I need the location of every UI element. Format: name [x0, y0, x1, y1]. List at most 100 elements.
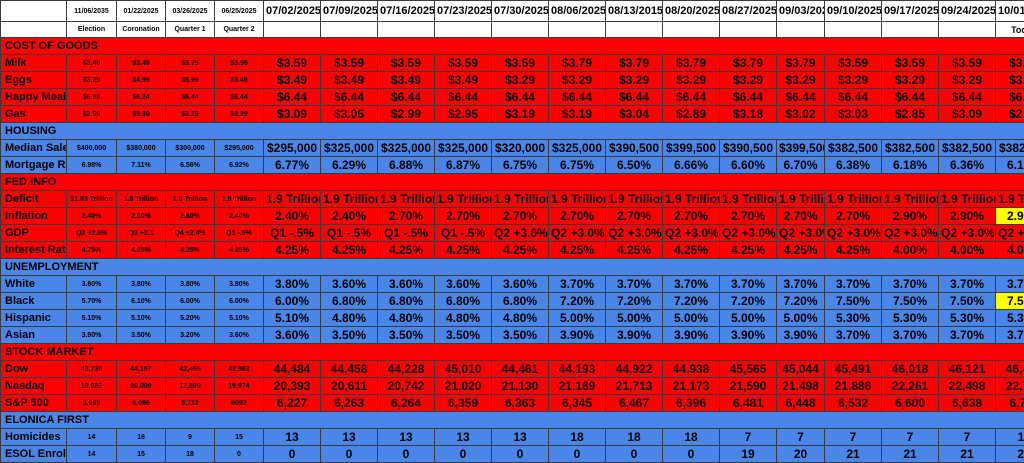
data-cell[interactable]: 4.00% — [996, 242, 1024, 259]
data-cell[interactable]: $3.59 — [264, 55, 321, 72]
data-cell[interactable]: 1.8 Trillion — [117, 191, 166, 208]
data-cell[interactable]: $3.49 — [435, 72, 492, 89]
subheader-cell[interactable] — [777, 22, 825, 38]
data-cell[interactable]: 3.90% — [777, 327, 825, 344]
data-cell[interactable]: 3.20% — [166, 327, 215, 344]
date-header-cell[interactable]: 09/17/2025 — [882, 1, 939, 22]
data-cell[interactable]: $3.59 — [996, 55, 1024, 72]
row-label[interactable]: White — [1, 276, 67, 293]
data-cell[interactable]: $3.02 — [777, 106, 825, 123]
data-cell[interactable]: Q2 +3.0% — [777, 225, 825, 242]
data-cell[interactable]: 2.70% — [663, 208, 720, 225]
data-cell[interactable]: 21 — [825, 446, 882, 463]
subheader-cell[interactable] — [663, 22, 720, 38]
data-cell[interactable]: 6.38% — [825, 157, 882, 174]
data-cell[interactable]: 3.50% — [117, 327, 166, 344]
data-cell[interactable]: 2.90% — [996, 208, 1024, 225]
data-cell[interactable]: 3.70% — [996, 327, 1024, 344]
data-cell[interactable]: 6,086 — [117, 395, 166, 412]
data-cell[interactable]: 5.30% — [882, 310, 939, 327]
data-cell[interactable]: 4.80% — [435, 310, 492, 327]
date-header-cell[interactable]: 10/01/2025 — [996, 1, 1024, 22]
data-cell[interactable]: $6.44 — [378, 89, 435, 106]
data-cell[interactable]: 4.25% — [825, 242, 882, 259]
row-label[interactable]: Median Sale — [1, 140, 67, 157]
data-cell[interactable]: 3.80% — [264, 276, 321, 293]
date-header-cell[interactable]: 09/03/2025 — [777, 1, 825, 22]
data-cell[interactable]: $6.44 — [720, 89, 777, 106]
data-cell[interactable]: 2.70% — [825, 208, 882, 225]
data-cell[interactable]: 2.40% — [321, 208, 378, 225]
date-header-cell[interactable]: 09/24/2025 — [939, 1, 996, 22]
row-label[interactable]: GDP — [1, 225, 67, 242]
data-cell[interactable]: 15 — [117, 446, 166, 463]
data-cell[interactable]: $2.86 — [996, 106, 1024, 123]
data-cell[interactable]: 21,173 — [663, 378, 720, 395]
data-cell[interactable]: Q3 +2.8% — [67, 225, 117, 242]
data-cell[interactable]: 5.20% — [166, 310, 215, 327]
data-cell[interactable]: $325,000 — [549, 140, 606, 157]
row-label[interactable]: Inflation — [1, 208, 67, 225]
data-cell[interactable]: $3.79 — [166, 55, 215, 72]
data-cell[interactable]: 3.90% — [606, 327, 663, 344]
data-cell[interactable]: 21,020 — [435, 378, 492, 395]
data-cell[interactable]: 7.20% — [777, 293, 825, 310]
data-cell[interactable]: Q3 +3.1 — [117, 225, 166, 242]
data-cell[interactable]: $3.29 — [882, 72, 939, 89]
data-cell[interactable]: $2.95 — [435, 106, 492, 123]
data-cell[interactable]: 0 — [549, 446, 606, 463]
data-cell[interactable]: 45,010 — [435, 361, 492, 378]
data-cell[interactable]: 6092 — [215, 395, 264, 412]
data-cell[interactable]: Q2 +3.0% — [549, 225, 606, 242]
data-cell[interactable]: 6,363 — [492, 395, 549, 412]
data-cell[interactable]: 44,458 — [321, 361, 378, 378]
data-cell[interactable]: 1.9 Trillion — [663, 191, 720, 208]
data-cell[interactable]: 4.25% — [606, 242, 663, 259]
data-cell[interactable]: 4.00% — [882, 242, 939, 259]
data-cell[interactable]: 1.9 Trillion — [939, 191, 996, 208]
data-cell[interactable]: 4.25% — [264, 242, 321, 259]
data-cell[interactable]: 2.70% — [492, 208, 549, 225]
data-cell[interactable]: 1.9 Trillion — [777, 191, 825, 208]
data-cell[interactable]: $3.79 — [777, 55, 825, 72]
row-label[interactable]: Eggs — [1, 72, 67, 89]
data-cell[interactable]: 5.10% — [67, 310, 117, 327]
data-cell[interactable]: $2.89 — [663, 106, 720, 123]
row-label[interactable]: Homicides — [1, 429, 67, 446]
data-cell[interactable]: 5.30% — [825, 310, 882, 327]
data-cell[interactable]: 2.40% — [215, 208, 264, 225]
data-cell[interactable]: 6.36% — [939, 157, 996, 174]
data-cell[interactable]: 17,899 — [166, 378, 215, 395]
data-cell[interactable]: 18 — [663, 429, 720, 446]
data-cell[interactable]: $3.29 — [720, 72, 777, 89]
data-cell[interactable]: 5.00% — [606, 310, 663, 327]
data-cell[interactable]: $3.18 — [720, 106, 777, 123]
date-header-cell[interactable]: 08/06/2025 — [549, 1, 606, 22]
data-cell[interactable]: 22,261 — [882, 378, 939, 395]
subheader-cell[interactable]: Election — [67, 22, 117, 38]
data-cell[interactable]: $6.44 — [663, 89, 720, 106]
data-cell[interactable]: 6.92% — [215, 157, 264, 174]
data-cell[interactable]: 6,448 — [777, 395, 825, 412]
data-cell[interactable]: $3.79 — [606, 55, 663, 72]
data-cell[interactable]: 0 — [492, 446, 549, 463]
subheader-cell[interactable] — [321, 22, 378, 38]
data-cell[interactable]: 4.25% — [166, 242, 215, 259]
data-cell[interactable]: 5.00% — [663, 310, 720, 327]
data-cell[interactable]: Q1 -.5% — [321, 225, 378, 242]
data-cell[interactable]: 13 — [321, 429, 378, 446]
section-title[interactable]: UNEMPLOYMENT — [1, 259, 1024, 276]
row-label[interactable]: Gas — [1, 106, 67, 123]
data-cell[interactable]: 3.70% — [606, 276, 663, 293]
data-cell[interactable]: Q2 +3.0% — [939, 225, 996, 242]
data-cell[interactable]: 6,264 — [378, 395, 435, 412]
data-cell[interactable]: 3.80% — [67, 276, 117, 293]
section-title[interactable]: COST OF GOODS — [1, 38, 1024, 55]
date-header-cell[interactable]: 08/20/2025 — [663, 1, 720, 22]
data-cell[interactable]: 4.80% — [492, 310, 549, 327]
subheader-cell[interactable] — [882, 22, 939, 38]
data-cell[interactable]: 44,157 — [117, 361, 166, 378]
data-cell[interactable]: $3.49 — [378, 72, 435, 89]
data-cell[interactable]: 21,886 — [825, 378, 882, 395]
date-header-cell[interactable]: 07/16/2025 — [378, 1, 435, 22]
